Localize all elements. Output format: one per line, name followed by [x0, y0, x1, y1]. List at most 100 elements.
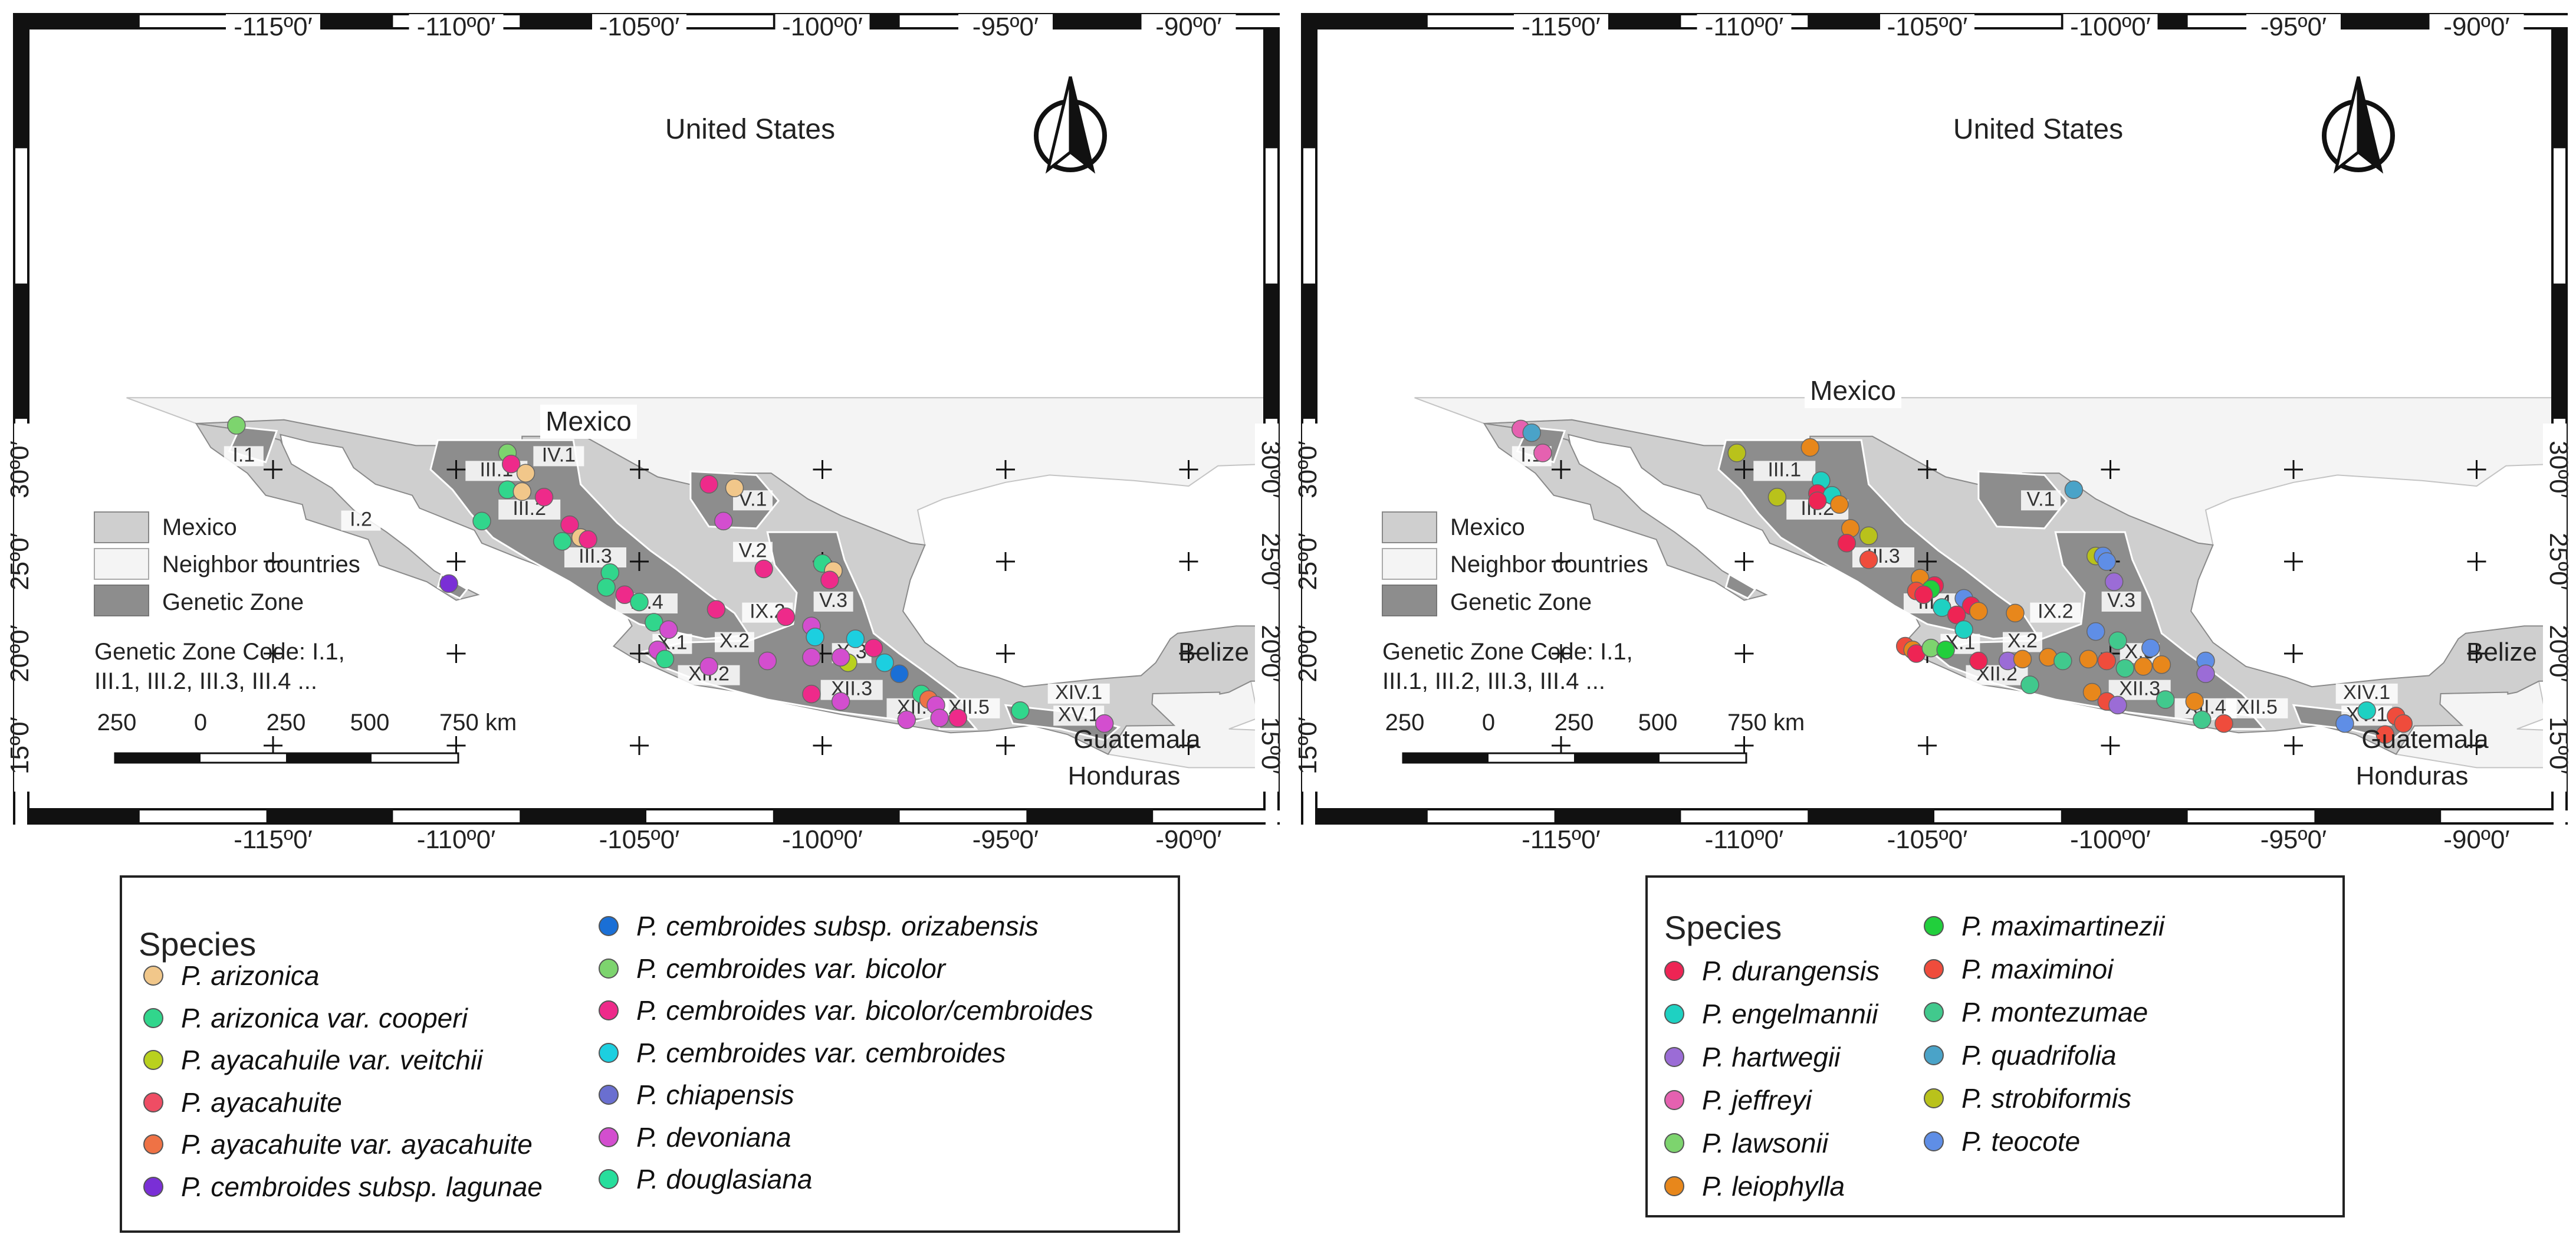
occurrence-point — [1947, 605, 1966, 625]
map-svg-right: I.1III.1III.2III.3III.4V.1V.3IX.2X.1X.2X… — [1293, 12, 2573, 854]
legend-item: P. ayacahuile var. veitchii — [143, 1042, 482, 1078]
tick-label-bg — [592, 14, 686, 37]
zone-label-bg — [2030, 602, 2081, 623]
occurrence-point — [1837, 534, 1857, 553]
legend-swatch — [1924, 1045, 1944, 1065]
graticule-cross — [996, 460, 1015, 479]
legend-label: P. leiophylla — [1702, 1171, 1845, 1202]
tick-label-top: -100º0′ — [2070, 12, 2151, 41]
legend-item: P. ayacahuite var. ayacahuite — [143, 1127, 533, 1162]
occurrence-point — [1800, 438, 1820, 457]
tick-label-bg — [1697, 14, 1792, 37]
legend-item: P. cembroides var. bicolor/cembroides — [599, 993, 1093, 1028]
zone-code-note-line1: Genetic Zone Code: I.1, — [1382, 639, 1633, 665]
zone-label: X.2 — [2007, 630, 2038, 652]
legend-item: P. leiophylla — [1664, 1168, 1845, 1204]
zone-label-bg — [1753, 461, 1816, 481]
scale-label: 500 — [350, 710, 390, 736]
legend-item: P. cembroides var. bicolor — [599, 951, 945, 986]
legend-swatch-mexico — [1382, 511, 1437, 543]
legend-item: P. arizonica var. cooperi — [143, 1000, 468, 1036]
tick-label-bg — [1255, 516, 1279, 608]
map-layers: I.1I.2III.1III.2III.3III.4IV.1V.1V.2V.3I… — [94, 76, 1263, 790]
tick-label-bg — [1302, 424, 1326, 516]
tick-label-bg — [1302, 700, 1326, 792]
tick-label-bg — [14, 608, 38, 700]
legend-label: P. engelmannii — [1702, 999, 1878, 1029]
graticule-cross — [2101, 460, 2120, 479]
legend-item: P. maximartinezii — [1924, 908, 2164, 944]
zone-label-bg — [533, 446, 584, 467]
graticule-cross — [630, 644, 649, 663]
frame-band — [1934, 810, 2061, 822]
zone-label: V.1 — [2027, 488, 2055, 510]
graticule-cross — [446, 644, 466, 663]
tick-label-bg — [14, 700, 38, 792]
occurrence-point — [2079, 649, 2098, 669]
occurrence-point — [2082, 682, 2102, 702]
tick-label-bg — [1141, 14, 1236, 37]
graticule-cross — [1918, 552, 1937, 571]
legend-label-genetic-zone: Genetic Zone — [162, 589, 304, 615]
scale-label: 250 — [267, 710, 306, 736]
occurrence-point — [776, 607, 796, 626]
zone-label-bg — [2101, 591, 2141, 612]
occurrence-point — [1011, 701, 1030, 720]
occurrence-point — [645, 613, 663, 632]
occurrence-point — [1954, 620, 1973, 639]
legend-item: P. douglasiana — [599, 1161, 812, 1197]
frame-band — [1681, 810, 1808, 822]
tick-label-bg — [1255, 608, 1279, 700]
tick-label-bottom: -105º0′ — [599, 825, 680, 854]
graticule-cross — [1179, 644, 1198, 663]
country-label-bg — [1805, 374, 1901, 408]
tick-label-bg — [1302, 608, 1326, 700]
occurrence-point — [802, 684, 821, 704]
tick-label-left: 15º0′ — [5, 717, 34, 774]
country-label-mexico: Mexico — [1810, 375, 1896, 406]
occurrence-point — [630, 592, 649, 612]
map-svg-left: I.1I.2III.1III.2III.3III.4IV.1V.1V.2V.3I… — [5, 12, 1285, 854]
scale-label: 500 — [1638, 710, 1678, 736]
frame-band — [1153, 810, 1280, 822]
occurrence-point — [579, 530, 597, 549]
frame-band — [899, 810, 1027, 822]
tick-label-right: 25º0′ — [1256, 533, 1285, 590]
legend-item: P. strobiformis — [1924, 1081, 2131, 1116]
tick-label-left: 15º0′ — [1293, 717, 1322, 774]
occurrence-point — [534, 488, 554, 507]
tick-label-bg — [2429, 14, 2524, 37]
genetic-zone — [1717, 439, 2039, 640]
legend-label-mexico: Mexico — [162, 514, 237, 540]
legend-label: P. ayacahuite — [181, 1087, 342, 1118]
graticule-cross — [2284, 460, 2303, 479]
occurrence-point — [2375, 725, 2395, 744]
occurrence-point — [890, 664, 909, 684]
tick-label-bottom: -100º0′ — [2070, 825, 2151, 854]
occurrence-point — [831, 692, 850, 711]
occurrence-point — [2214, 714, 2233, 733]
tick-label-right: 15º0′ — [1256, 717, 1285, 774]
occurrence-point — [227, 416, 246, 435]
tick-label-bg — [2063, 14, 2158, 37]
occurrence-point — [2357, 701, 2376, 720]
graticule-cross — [1179, 736, 1198, 755]
graticule-cross — [264, 736, 282, 755]
tick-label-left: 20º0′ — [5, 625, 34, 682]
occurrence-point — [699, 657, 718, 676]
zone-label: IV.1 — [542, 444, 576, 466]
graticule-cross — [1552, 460, 1570, 479]
legend-swatch — [1664, 1090, 1684, 1110]
graticule-cross — [996, 736, 1015, 755]
zone-label-bg — [2226, 698, 2288, 718]
map-layers: I.1III.1III.2III.3III.4V.1V.3IX.2X.1X.2X… — [1382, 76, 2551, 790]
tick-label-right: 25º0′ — [2544, 533, 2573, 590]
zone-label-bg — [813, 591, 853, 612]
tick-label-top: -115º0′ — [1522, 12, 1601, 41]
legend-label: P. ayacahuile var. veitchii — [181, 1045, 483, 1075]
zone-label: IX.2 — [2038, 600, 2073, 623]
tick-label-right: 15º0′ — [2544, 717, 2573, 774]
legend-label: P. cembroides var. bicolor/cembroides — [636, 995, 1093, 1026]
occurrence-point — [2335, 714, 2354, 733]
graticule-cross — [1734, 552, 1754, 571]
